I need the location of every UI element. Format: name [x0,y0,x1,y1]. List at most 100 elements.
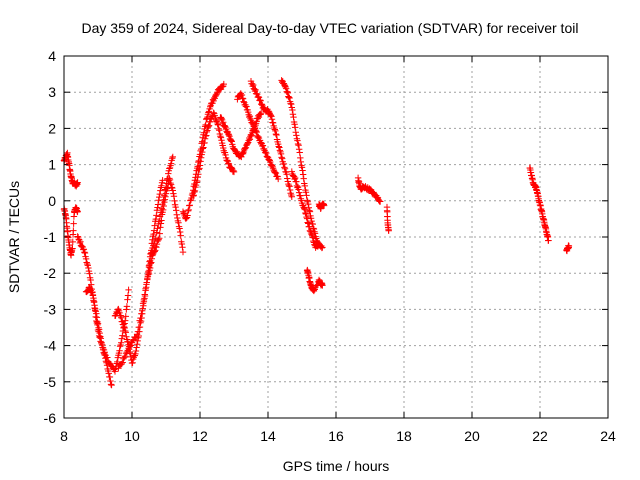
data-point [310,225,318,233]
data-point [257,111,264,118]
data-point [227,137,235,144]
data-point [303,215,311,222]
data-point [268,162,276,169]
data-point [295,186,302,193]
data-point [163,185,171,192]
plot-frame [63,55,609,419]
data-point [185,206,192,214]
data-point [283,171,290,178]
series-s4 [82,283,132,375]
y-tick-label: 4 [48,48,56,64]
data-point [76,236,83,244]
data-point [195,166,203,173]
data-point [95,328,102,335]
data-point [69,245,76,252]
data-point [166,165,173,172]
data-point [195,170,202,178]
data-point [298,164,306,171]
data-point [247,115,254,122]
data-point [123,333,130,341]
data-point [119,359,126,366]
data-point [292,174,299,182]
data-point [119,318,126,325]
data-point [92,313,99,321]
data-point [319,282,326,289]
data-point [108,381,115,389]
data-point [70,227,77,234]
data-point [156,193,163,201]
data-point [293,132,300,139]
data-point [315,240,323,248]
data-point [220,80,227,88]
data-point [179,244,186,251]
data-point [213,117,220,125]
data-point [172,203,179,211]
data-point [310,237,317,245]
data-point [81,249,89,257]
data-point [252,86,259,94]
data-point [272,169,280,177]
data-point [124,296,131,303]
data-point [306,223,313,230]
data-point [132,350,139,358]
y-tick-label: -6 [44,410,57,426]
data-point [127,342,135,349]
y-tick-label: 1 [48,157,56,173]
data-point [83,259,90,266]
data-point [146,264,154,272]
data-point [134,337,141,345]
data-point [295,189,303,196]
series-s15 [303,266,326,295]
data-point [268,113,275,120]
data-point [167,160,175,167]
data-point [139,307,146,314]
data-point [301,182,309,190]
data-point [271,124,278,132]
data-point [292,129,299,136]
data-point [201,135,209,142]
series-s11 [234,90,282,183]
data-point [375,197,383,204]
data-point [266,157,273,164]
series-s1 [60,149,81,190]
data-point [301,205,308,212]
data-point [210,109,217,116]
data-point [309,234,316,241]
data-point [80,246,88,253]
data-point [565,242,573,250]
data-point [121,324,128,332]
data-point [207,103,214,110]
data-point [84,287,91,295]
data-point [296,149,303,156]
data-point [143,281,150,288]
data-point [119,332,126,339]
series-s2 [60,204,81,259]
data-point [77,238,84,245]
data-point [167,181,175,188]
data-point [289,111,297,118]
data-point [310,225,317,232]
data-point [276,144,283,151]
data-point [156,230,163,237]
data-point [377,198,384,205]
data-point [303,192,310,199]
x-tick-label: 16 [328,428,344,444]
data-point [302,209,309,217]
data-point [272,127,279,135]
data-point [144,276,151,283]
y-tick-label: -4 [44,338,57,354]
data-point [191,188,198,196]
data-point [286,183,293,190]
data-point [205,123,212,130]
data-point [170,190,177,197]
data-point [288,100,295,108]
data-point [197,154,205,161]
data-point [156,235,163,242]
data-point [153,240,161,248]
data-point [96,334,103,341]
data-point [86,270,93,277]
data-point [267,112,275,119]
y-tick-label: -3 [44,301,57,317]
data-point [147,260,154,267]
data-point [299,171,307,178]
